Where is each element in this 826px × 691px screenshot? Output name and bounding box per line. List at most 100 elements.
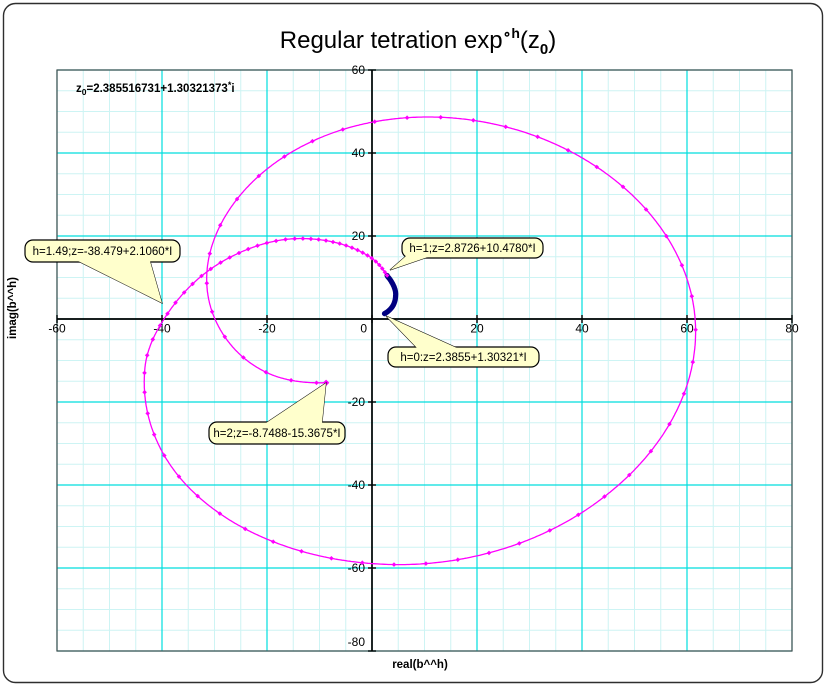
curve-marker — [517, 541, 522, 546]
curve-marker — [365, 253, 370, 258]
curve-marker — [594, 164, 600, 170]
callout: h=1;z=2.8726+10.4780*I — [389, 237, 544, 271]
curve-marker — [620, 184, 626, 190]
curve-marker — [227, 255, 232, 260]
y-axis-title: imag(b^^h) — [7, 277, 19, 339]
x-tick-label: 80 — [785, 322, 799, 336]
curve-marker — [349, 245, 355, 250]
curve-marker — [664, 233, 669, 239]
curve-marker — [310, 138, 315, 144]
curve-marker — [547, 528, 553, 533]
curve-marker — [679, 263, 685, 268]
curve-marker — [316, 237, 321, 242]
curve-marker — [142, 390, 147, 395]
curve-marker — [145, 411, 150, 416]
curve-marker — [292, 236, 297, 241]
y-tick-label: -60 — [348, 561, 366, 575]
curve-marker — [199, 273, 204, 279]
x-tick-label: 0 — [360, 322, 367, 336]
curve-marker — [242, 526, 248, 532]
marker-h0-start — [381, 311, 388, 317]
curve-marker — [627, 472, 632, 478]
curve-marker — [150, 337, 156, 342]
curve-marker — [283, 237, 288, 242]
curve-marker — [455, 557, 461, 562]
curve-marker — [299, 549, 304, 554]
curve-marker — [270, 539, 276, 544]
callout-tail-fill — [390, 256, 428, 270]
curve-marker — [308, 236, 314, 242]
navy-curve-h0-to-h1 — [381, 272, 399, 317]
curve-marker — [384, 273, 390, 278]
curve-marker — [241, 355, 246, 360]
curve-marker — [162, 453, 167, 458]
curve-marker — [643, 207, 649, 212]
curve-marker — [282, 154, 287, 159]
callout-label: h=1.49;z=-38.479+2.1060*I — [33, 246, 173, 258]
curve-marker — [380, 266, 385, 271]
curve-marker — [337, 241, 342, 246]
curve-marker — [369, 255, 375, 261]
curve-marker — [218, 222, 223, 228]
callout: h=1.49;z=-38.479+2.1060*I — [24, 239, 181, 304]
x-axis-title: real(b^^h) — [392, 659, 448, 671]
curve-marker — [234, 196, 240, 202]
curve-marker — [667, 421, 672, 427]
curve-marker — [222, 334, 228, 340]
curve-marker — [340, 127, 346, 132]
curve-marker — [209, 309, 215, 314]
curve-marker — [330, 239, 336, 245]
x-tick-label: -20 — [258, 322, 276, 336]
curve-marker — [360, 560, 365, 565]
callout-label: h=0:z=2.3855+1.30321*I — [400, 352, 526, 364]
curve-marker — [263, 369, 269, 375]
curve-marker — [190, 281, 195, 287]
curve-marker — [565, 148, 571, 153]
plot-frame — [56, 69, 793, 652]
curve-marker — [391, 562, 397, 567]
x-tick-label: 20 — [470, 322, 484, 336]
curve-marker — [264, 240, 270, 246]
curve-marker — [377, 262, 382, 268]
z0-annotation: z0=2.385516731+1.30321373*i — [76, 80, 235, 97]
curve-marker — [204, 280, 210, 286]
curve-marker — [151, 432, 157, 437]
curve-marker — [176, 474, 182, 479]
curve-marker — [256, 173, 262, 179]
y-tick-label: -20 — [348, 395, 366, 409]
curve-marker — [404, 115, 410, 120]
y-tick-label: 60 — [352, 63, 366, 77]
curve-marker — [300, 236, 306, 241]
curve-marker — [689, 293, 695, 299]
callout-box — [401, 237, 544, 259]
curve-marker — [382, 269, 388, 275]
curve-marker — [503, 124, 508, 130]
curve-marker — [173, 300, 178, 305]
y-tick-label: -40 — [348, 478, 366, 492]
curve-marker — [372, 119, 377, 124]
curve-marker — [245, 246, 251, 252]
curve-marker — [471, 118, 476, 123]
curve-marker — [602, 494, 607, 499]
callout-label: h=1;z=2.8726+10.4780*I — [409, 243, 535, 255]
callout-tail-fill — [386, 316, 457, 348]
curve-marker — [288, 378, 294, 383]
curve-marker — [165, 311, 170, 316]
curve-marker — [693, 327, 698, 333]
y-tick-label: 40 — [352, 146, 366, 160]
curve-marker — [142, 370, 147, 376]
x-tick-label: -60 — [48, 322, 66, 336]
curve-marker — [690, 359, 696, 365]
curve-marker — [144, 353, 150, 358]
curve-marker — [218, 260, 223, 265]
curve-marker — [343, 243, 349, 248]
curve-marker — [208, 266, 214, 272]
x-tick-label: 40 — [575, 322, 589, 336]
curve-marker — [648, 448, 654, 454]
x-tick-label: 60 — [680, 322, 694, 336]
curve-marker — [217, 511, 223, 516]
callout-tail-fill — [78, 261, 162, 303]
curve-marker — [576, 512, 581, 518]
